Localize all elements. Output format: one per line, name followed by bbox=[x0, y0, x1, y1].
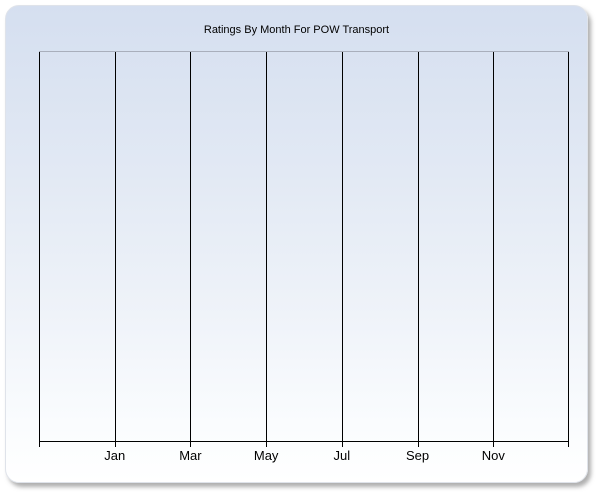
x-axis-tick bbox=[266, 441, 268, 447]
vertical-gridline bbox=[568, 52, 569, 441]
x-axis-tick bbox=[190, 441, 192, 447]
vertical-gridline bbox=[266, 52, 268, 441]
plot-area bbox=[39, 51, 569, 442]
chart-title: Ratings By Month For POW Transport bbox=[203, 24, 390, 36]
x-axis-label: May bbox=[253, 448, 279, 463]
vertical-gridline bbox=[114, 52, 116, 441]
vertical-gridline bbox=[39, 52, 40, 441]
x-axis-ticks bbox=[39, 441, 569, 447]
x-axis-tick bbox=[114, 441, 116, 447]
x-axis-label: Jan bbox=[104, 448, 126, 463]
x-axis-tick bbox=[417, 441, 419, 447]
x-axis-labels: Jan Mar May Jul Sep Nov bbox=[39, 448, 569, 464]
x-axis-label: Nov bbox=[481, 448, 505, 463]
x-axis-label: Jul bbox=[333, 448, 351, 463]
x-axis-tick bbox=[493, 441, 495, 447]
chart-panel: Ratings By Month For POW Transport Jan M… bbox=[5, 5, 588, 483]
x-axis-tick bbox=[568, 441, 569, 447]
x-axis-tick bbox=[341, 441, 343, 447]
x-axis-label: Sep bbox=[405, 448, 430, 463]
x-axis-label: Mar bbox=[179, 448, 202, 463]
vertical-gridline bbox=[190, 52, 192, 441]
vertical-gridline bbox=[493, 52, 495, 441]
vertical-gridline bbox=[341, 52, 343, 441]
vertical-gridline bbox=[417, 52, 419, 441]
x-axis-tick bbox=[39, 441, 40, 447]
